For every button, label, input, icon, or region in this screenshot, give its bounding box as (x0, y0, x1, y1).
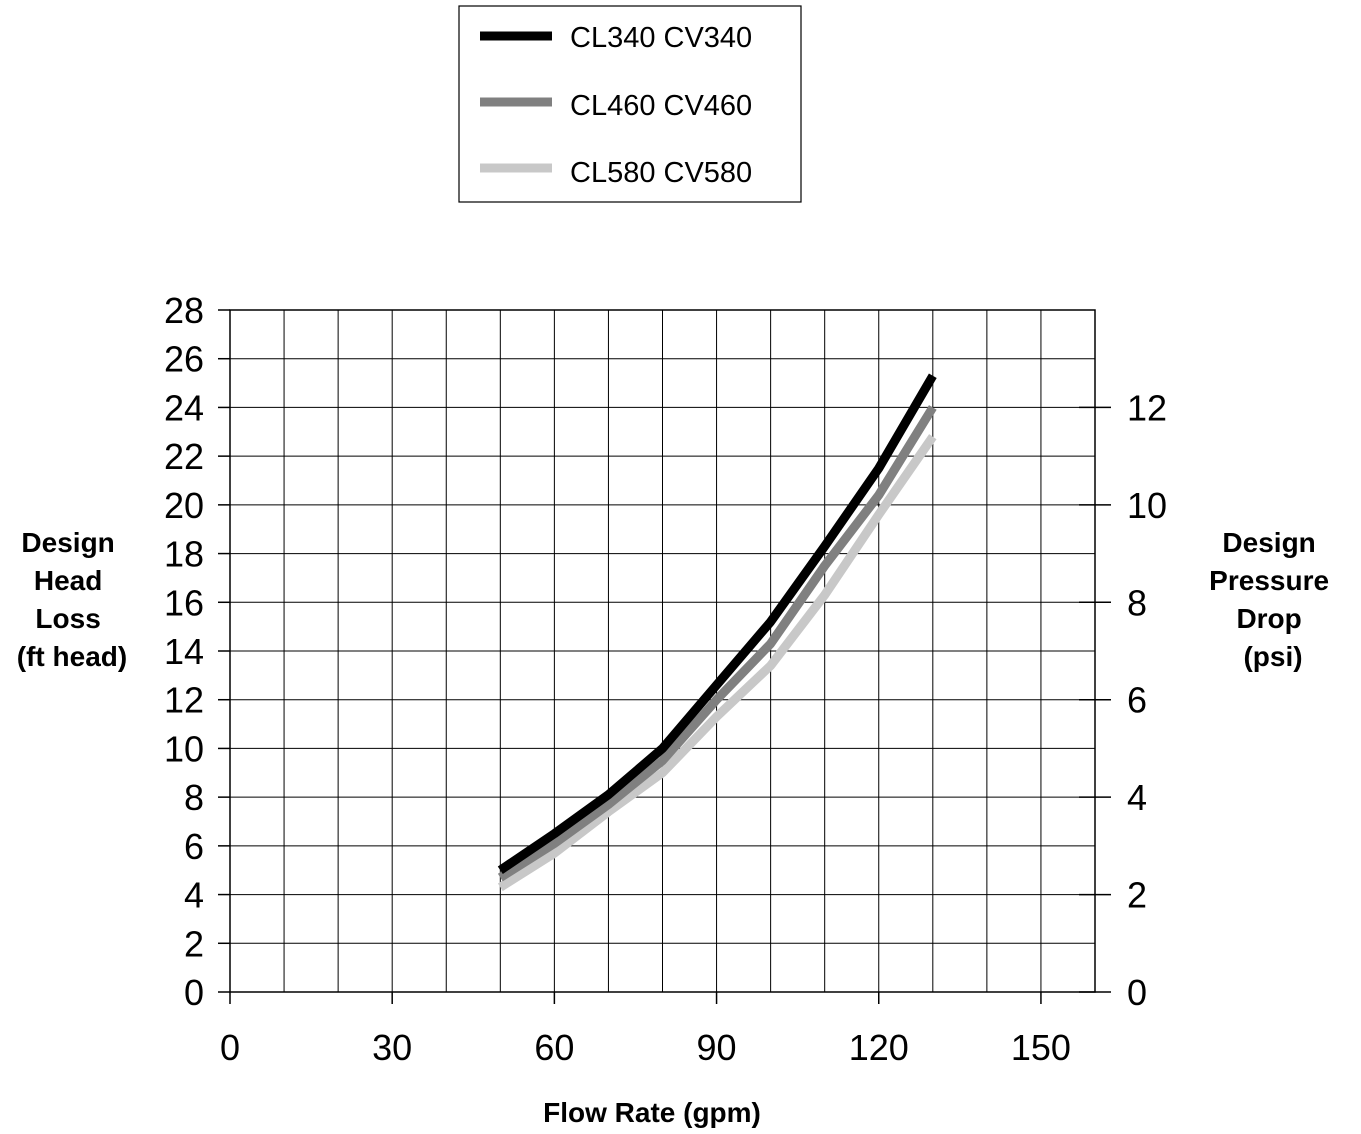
y2-axis-title-line-2: Pressure (1209, 565, 1329, 596)
y2-tick-label: 2 (1127, 875, 1147, 916)
y2-tick-label: 4 (1127, 777, 1147, 818)
y2-axis-title-line-4: (psi) (1243, 641, 1302, 672)
y2-tick-label: 8 (1127, 582, 1147, 623)
x-tick-label: 120 (849, 1027, 909, 1068)
y2-axis-title-line-1: Design (1222, 527, 1315, 558)
y2-tick-label: 12 (1127, 387, 1167, 428)
y-tick-label: 2 (184, 923, 204, 964)
y2-axis-title-line-3: Drop (1236, 603, 1301, 634)
legend-label-cl460: CL460 CV460 (570, 90, 752, 122)
x-axis-title: Flow Rate (gpm) (543, 1097, 761, 1128)
y-axis-title-line-1: Design (21, 527, 114, 558)
x-tick-label: 60 (534, 1027, 574, 1068)
y-tick-label: 6 (184, 826, 204, 867)
series-line-cl580 (497, 434, 937, 892)
y2-axis-title: Design Pressure Drop (psi) (1209, 527, 1337, 672)
y2-tick-label: 0 (1127, 972, 1147, 1013)
x-tick-label: 150 (1011, 1027, 1071, 1068)
legend: CL340 CV340 CL460 CV460 CL580 CV580 (458, 5, 802, 203)
y-tick-label: 20 (164, 485, 204, 526)
y-tick-label: 0 (184, 972, 204, 1013)
y-tick-label: 10 (164, 728, 204, 769)
y-tick-label: 24 (164, 387, 204, 428)
series-line-cl460 (497, 405, 937, 882)
y-tick-label: 12 (164, 680, 204, 721)
y-tick-label: 16 (164, 582, 204, 623)
y-tick-label: 22 (164, 436, 204, 477)
y2-tick-label: 6 (1127, 680, 1147, 721)
y-tick-label: 26 (164, 339, 204, 380)
x-tick-label: 30 (372, 1027, 412, 1068)
legend-label-cl580: CL580 CV580 (570, 157, 752, 189)
y-tick-label: 28 (164, 290, 204, 331)
x-tick-label: 90 (697, 1027, 737, 1068)
y-axis-title: Design Head Loss (ft head) (17, 527, 127, 672)
y-axis-title-line-3: Loss (35, 603, 100, 634)
grid-lines (230, 310, 1095, 992)
y-tick-label: 18 (164, 534, 204, 575)
y-axis-title-line-2: Head (34, 565, 102, 596)
x-tick-label: 0 (220, 1027, 240, 1068)
y-tick-label: 4 (184, 875, 204, 916)
series-lines (497, 373, 937, 892)
y-tick-label: 8 (184, 777, 204, 818)
y-tick-label: 14 (164, 631, 204, 672)
y2-tick-label: 10 (1127, 485, 1167, 526)
legend-label-cl340: CL340 CV340 (570, 22, 752, 54)
y-axis-title-line-4: (ft head) (17, 641, 127, 672)
series-line-cl340 (497, 373, 937, 874)
